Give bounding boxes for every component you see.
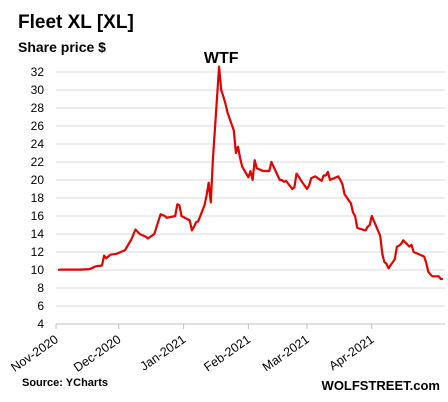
brand-watermark: WOLFSTREET.com: [322, 378, 440, 393]
wtf-annotation: WTF: [204, 50, 239, 67]
y-tick-label: 32: [31, 65, 45, 79]
y-tick-label: 24: [31, 137, 45, 151]
y-axis-label: Share price $: [18, 39, 106, 55]
y-tick-label: 16: [31, 209, 45, 223]
y-tick-label: 18: [31, 191, 45, 205]
x-tick-label: Apr-2021: [326, 332, 376, 373]
y-tick-label: 30: [31, 83, 45, 97]
source-note: Source: YCharts: [22, 377, 108, 389]
y-tick-label: 20: [31, 173, 45, 187]
y-tick-label: 10: [31, 263, 45, 277]
chart-title: Fleet XL [XL]: [18, 12, 134, 33]
y-tick-label: 12: [31, 245, 45, 259]
y-tick-label: 8: [37, 281, 44, 295]
x-tick-label: Feb-2021: [201, 332, 253, 374]
y-tick-label: 14: [31, 227, 45, 241]
price-line: [57, 65, 443, 281]
x-tick-label: Jan-2021: [138, 332, 189, 373]
x-tick-label: Mar-2021: [260, 332, 312, 374]
y-tick-label: 6: [37, 299, 44, 313]
grid: [56, 71, 445, 307]
x-tick-label: Nov-2020: [8, 332, 60, 375]
y-tick-label: 22: [31, 155, 45, 169]
x-tick-label: Dec-2020: [71, 332, 123, 375]
y-tick-label: 28: [31, 101, 45, 115]
y-tick-label: 4: [37, 317, 44, 331]
y-tick-label: 26: [31, 119, 45, 133]
x-axis-ticks: Nov-2020 Dec-2020 Jan-2021 Feb-2021 Mar-2021…: [8, 324, 377, 375]
y-axis-ticks: 4 6 8 10 12 14 16 18 20 22 24 26 28 30 32: [31, 65, 45, 331]
